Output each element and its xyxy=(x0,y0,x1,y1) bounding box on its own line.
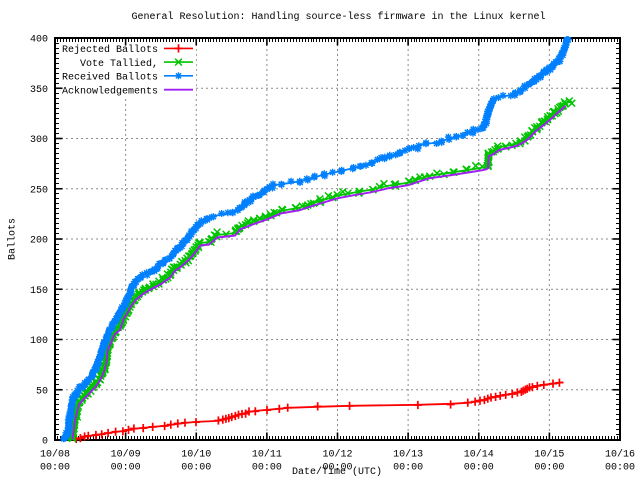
svg-text:Received Ballots: Received Ballots xyxy=(62,72,158,84)
svg-text:50: 50 xyxy=(36,386,48,397)
svg-text:Date/Time (UTC): Date/Time (UTC) xyxy=(292,466,382,478)
svg-text:150: 150 xyxy=(30,286,48,297)
svg-text:00:00: 00:00 xyxy=(111,463,141,474)
svg-text:General Resolution: Handling s: General Resolution: Handling source-less… xyxy=(131,11,545,23)
svg-text:Vote Tallied,: Vote Tallied, xyxy=(80,58,158,70)
svg-text:00:00: 00:00 xyxy=(181,463,211,474)
svg-text:10/08: 10/08 xyxy=(40,449,70,461)
svg-text:10/11: 10/11 xyxy=(252,449,282,461)
svg-text:Ballots: Ballots xyxy=(7,218,19,260)
svg-text:00:00: 00:00 xyxy=(40,463,70,474)
svg-text:Acknowledgements: Acknowledgements xyxy=(62,85,158,97)
svg-text:10/09: 10/09 xyxy=(111,449,141,461)
svg-text:10/13: 10/13 xyxy=(393,449,423,461)
svg-text:10/14: 10/14 xyxy=(464,449,494,461)
svg-text:10/16: 10/16 xyxy=(605,449,635,461)
svg-text:10/15: 10/15 xyxy=(534,449,564,461)
svg-text:00:00: 00:00 xyxy=(464,463,494,474)
svg-text:350: 350 xyxy=(30,85,48,96)
svg-text:400: 400 xyxy=(30,35,48,46)
svg-text:100: 100 xyxy=(30,336,48,347)
svg-text:00:00: 00:00 xyxy=(252,463,282,474)
svg-text:00:00: 00:00 xyxy=(605,463,635,474)
svg-text:10/10: 10/10 xyxy=(181,449,211,461)
svg-text:00:00: 00:00 xyxy=(534,463,564,474)
svg-text:250: 250 xyxy=(30,186,48,197)
svg-text:Rejected Ballots: Rejected Ballots xyxy=(62,44,158,56)
svg-text:300: 300 xyxy=(30,135,48,146)
svg-text:00:00: 00:00 xyxy=(322,463,352,474)
svg-text:00:00: 00:00 xyxy=(393,463,423,474)
svg-text:10/12: 10/12 xyxy=(322,449,352,461)
svg-text:200: 200 xyxy=(30,236,48,247)
svg-text:0: 0 xyxy=(42,437,48,448)
